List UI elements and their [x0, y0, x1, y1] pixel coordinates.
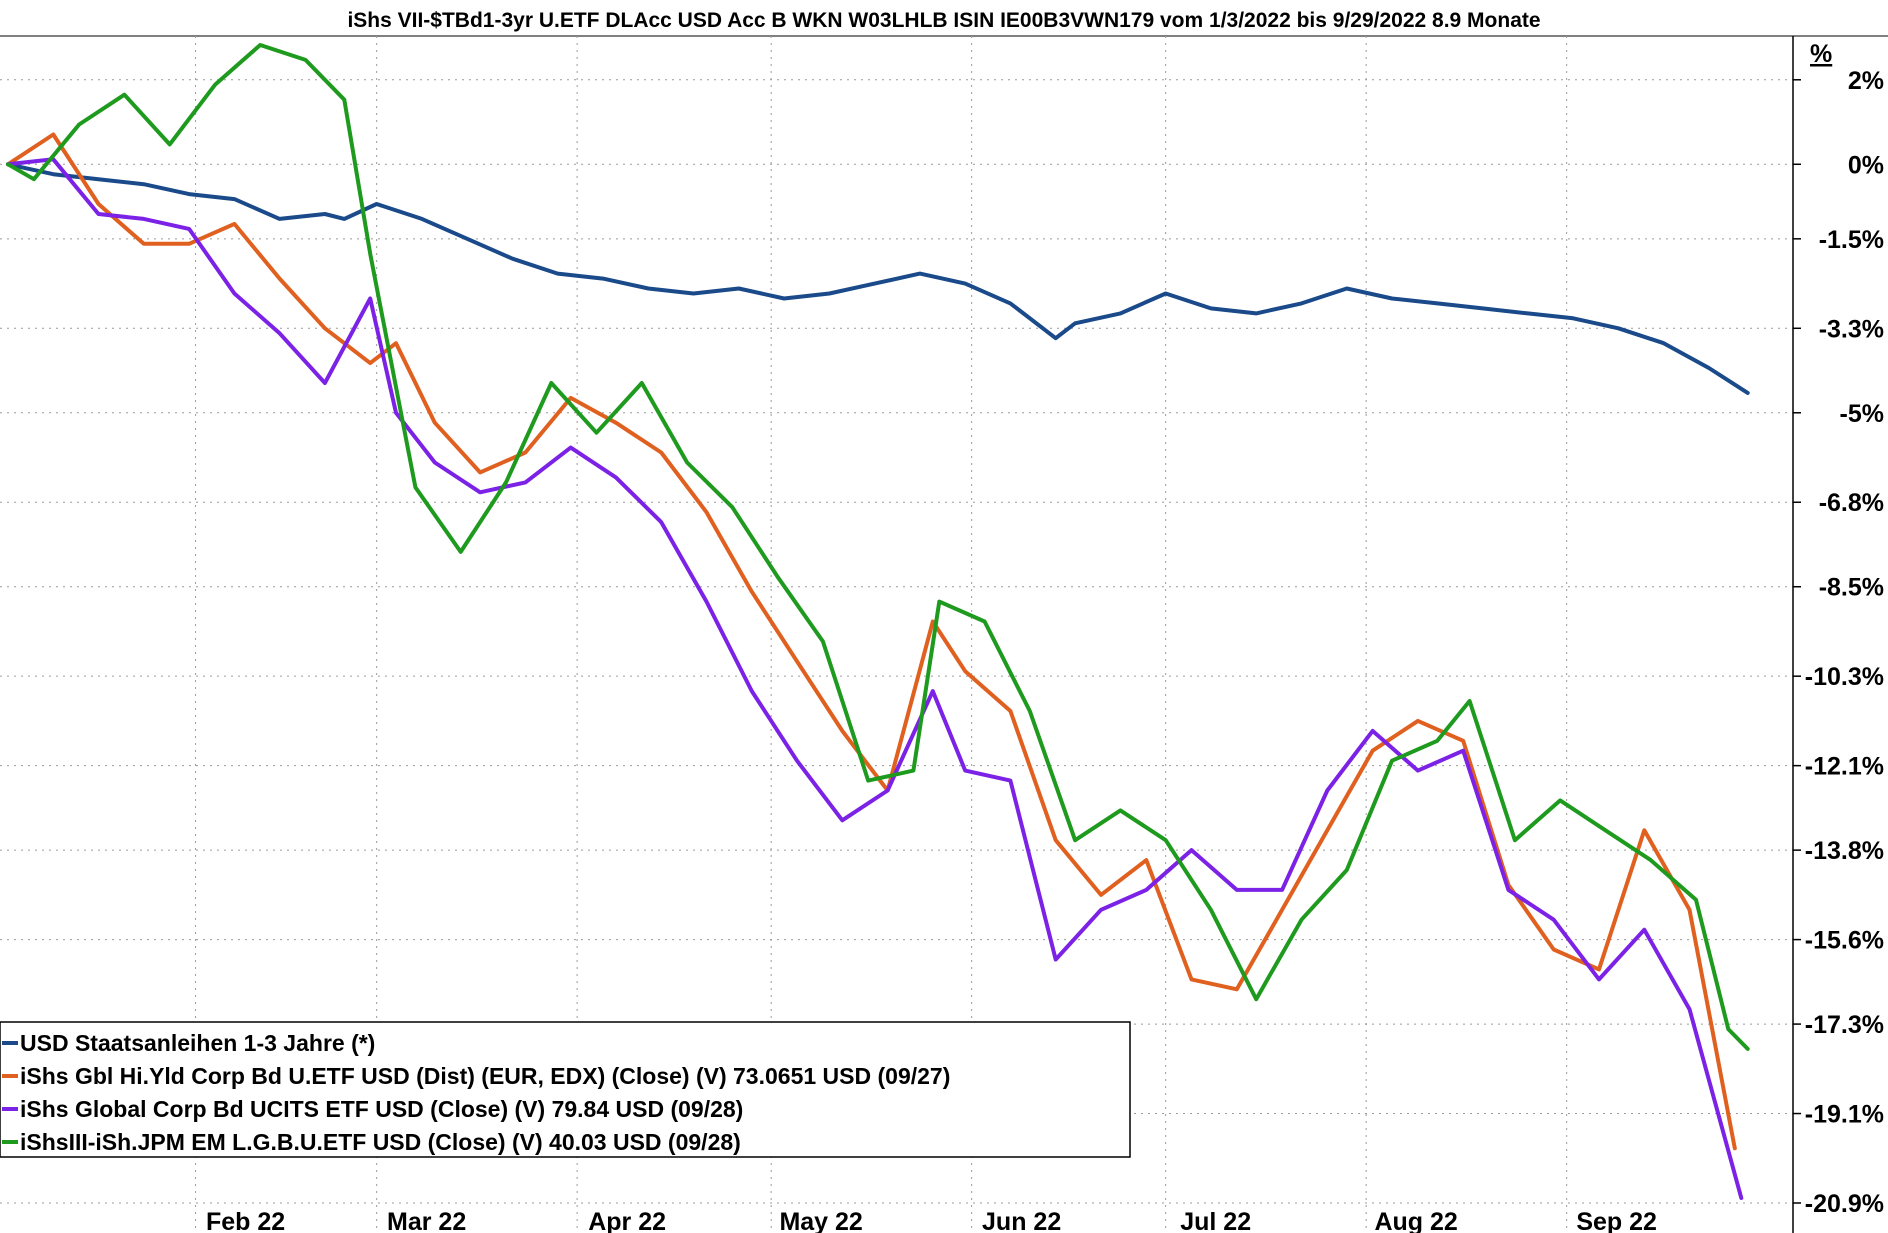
legend-entry-1: USD Staatsanleihen 1-3 Jahre (*) — [20, 1030, 375, 1056]
series-line-3 — [6, 157, 1744, 1200]
x-tick-label: Jun 22 — [982, 1208, 1061, 1233]
x-tick-label: Feb 22 — [206, 1208, 285, 1233]
x-tick-label: Apr 22 — [588, 1208, 666, 1233]
series-line-4 — [6, 43, 1750, 1051]
series-line-2 — [6, 132, 1737, 1151]
series-line-1 — [6, 162, 1750, 395]
y-tick-label: -13.8% — [1805, 837, 1884, 865]
y-axis-ticks: 2% 0% -1.5% -3.3% -5% -6.8% -8.5% -10.3% -12.1% -… — [1793, 67, 1884, 1218]
legend: USD Staatsanleihen 1-3 Jahre (*) iShs Gbl… — [0, 1021, 1131, 1158]
y-tick-label: -5% — [1840, 400, 1884, 428]
chart-title: iShs VII-$TBd1-3yr U.ETF DLAcc USD Acc B… — [347, 9, 1540, 32]
y-tick-label: 2% — [1848, 67, 1884, 95]
y-tick-label: -8.5% — [1819, 574, 1884, 602]
y-tick-label: 0% — [1848, 151, 1884, 179]
series-lines — [6, 43, 1750, 1200]
legend-entry-4: iShsIII-iSh.JPM EM L.G.B.U.ETF USD (Clos… — [20, 1129, 741, 1155]
x-tick-label: Sep 22 — [1576, 1208, 1657, 1233]
y-tick-label: -20.9% — [1805, 1190, 1884, 1218]
legend-entry-2: iShs Gbl Hi.Yld Corp Bd U.ETF USD (Dist)… — [20, 1063, 950, 1089]
legend-box — [0, 1021, 1131, 1158]
x-tick-label: Aug 22 — [1374, 1208, 1457, 1233]
y-tick-label: -17.3% — [1805, 1011, 1884, 1039]
y-unit-label: % — [1810, 40, 1832, 68]
x-tick-label: Jul 22 — [1180, 1208, 1251, 1233]
x-tick-label: May 22 — [779, 1208, 862, 1233]
legend-entry-3: iShs Global Corp Bd UCITS ETF USD (Close… — [20, 1096, 743, 1122]
y-tick-label: -6.8% — [1819, 489, 1884, 517]
x-axis-ticks: Feb 22 Mar 22 Apr 22 May 22 Jun 22 Jul 22 Aug … — [206, 1208, 1657, 1233]
y-tick-label: -19.1% — [1805, 1101, 1884, 1129]
y-tick-label: -12.1% — [1805, 753, 1884, 781]
y-tick-label: -10.3% — [1805, 663, 1884, 691]
y-tick-label: -1.5% — [1819, 226, 1884, 254]
y-tick-label: -15.6% — [1805, 927, 1884, 955]
x-tick-label: Mar 22 — [387, 1208, 466, 1233]
y-tick-label: -3.3% — [1819, 315, 1884, 343]
